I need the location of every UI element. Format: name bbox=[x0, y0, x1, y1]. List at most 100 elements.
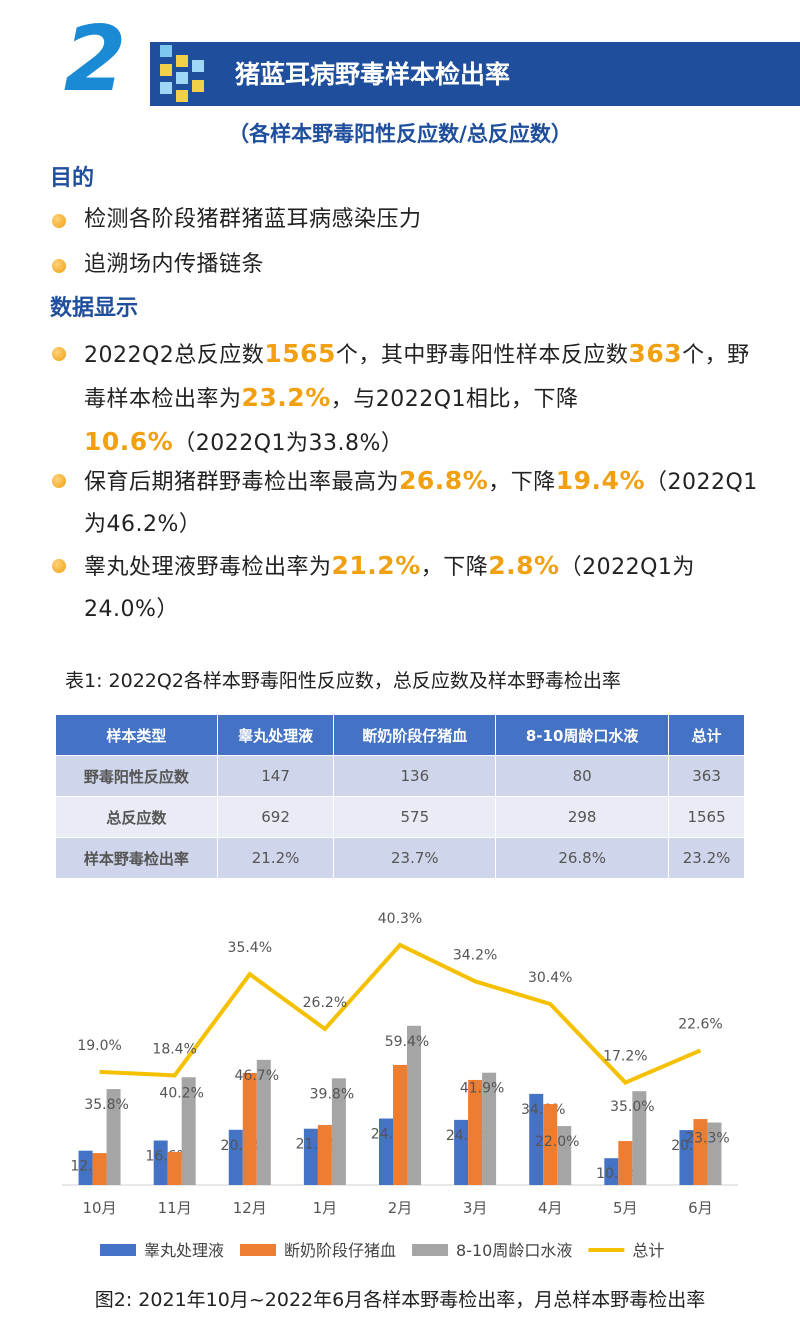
bar bbox=[78, 1150, 93, 1185]
highlight: 21.2% bbox=[331, 551, 421, 580]
text: 2022Q2总反应数 bbox=[84, 343, 265, 368]
result-text: 保育后期猪群野毒检出率最高为26.8%，下降19.4%（2022Q1为46.2%… bbox=[84, 460, 764, 546]
highlight: 19.4% bbox=[555, 466, 645, 495]
bullet-text: 检测各阶段猪群猪蓝耳病感染压力 bbox=[84, 207, 422, 232]
data-label: 30.4% bbox=[528, 970, 572, 986]
bullet bbox=[52, 559, 66, 573]
row: 总反应数 692 575 298 1565 bbox=[55, 796, 745, 838]
header-cell: 8-10周龄口水液 bbox=[495, 714, 670, 756]
cell: 147 bbox=[216, 755, 335, 797]
text: （2022Q1为46.2%） bbox=[84, 470, 758, 537]
highlight: 26.8% bbox=[399, 466, 489, 495]
bar bbox=[693, 1119, 708, 1185]
data-label: 41.9% bbox=[460, 1081, 504, 1097]
data-label: 22.6% bbox=[678, 1016, 722, 1032]
logo-number: 2 bbox=[64, 7, 127, 112]
bullet-text: 追溯场内传播链条 bbox=[84, 252, 265, 277]
table-caption: 表1: 2022Q2各样本野毒阳性反应数，总反应数及样本野毒检出率 bbox=[65, 670, 621, 692]
title: 猪蓝耳病野毒样本检出率 bbox=[235, 60, 510, 89]
data-label: 18.4% bbox=[152, 1041, 196, 1057]
data-label: 22.0% bbox=[535, 1134, 579, 1150]
bar bbox=[482, 1072, 497, 1185]
data-label: 40.3% bbox=[378, 911, 422, 927]
cell: 21.2% bbox=[216, 837, 335, 879]
bar bbox=[242, 1072, 257, 1185]
x-tick-label: 5月 bbox=[613, 1199, 638, 1217]
cell: 野毒阳性反应数 bbox=[55, 755, 218, 797]
bullet bbox=[52, 259, 66, 273]
data-label: 39.8% bbox=[310, 1086, 354, 1102]
data-label: 34.2% bbox=[453, 947, 497, 963]
cell: 总反应数 bbox=[55, 796, 218, 838]
cell: 80 bbox=[495, 755, 670, 797]
x-tick-label: 12月 bbox=[233, 1199, 267, 1217]
legend-swatch bbox=[100, 1244, 136, 1256]
highlight: 10.6% bbox=[84, 427, 174, 456]
bar bbox=[228, 1129, 243, 1185]
bar bbox=[153, 1140, 168, 1185]
result-text: 2022Q2总反应数1565个，其中野毒阳性样本反应数363个，野毒样本检出率为… bbox=[84, 333, 764, 465]
x-tick-label: 11月 bbox=[158, 1199, 192, 1217]
bar bbox=[557, 1126, 572, 1185]
data-label: 35.8% bbox=[84, 1097, 128, 1113]
text: 保育后期猪群野毒检出率最高为 bbox=[84, 470, 400, 495]
bar bbox=[529, 1093, 544, 1185]
cell: 23.2% bbox=[668, 837, 745, 879]
text: ，下降 bbox=[488, 470, 556, 495]
header-cell: 睾丸处理液 bbox=[216, 714, 335, 756]
x-tick-label: 2月 bbox=[388, 1199, 413, 1217]
header-cell: 样本类型 bbox=[55, 714, 218, 756]
section-heading: 数据显示 bbox=[50, 296, 139, 321]
bar bbox=[618, 1141, 633, 1185]
bar bbox=[468, 1079, 483, 1185]
data-label: 35.4% bbox=[228, 940, 272, 956]
data-label: 19.0% bbox=[77, 1038, 121, 1054]
bullet bbox=[52, 214, 66, 228]
cell: 23.7% bbox=[333, 837, 497, 879]
bar bbox=[393, 1064, 407, 1185]
header-cell: 断奶阶段仔猪血 bbox=[333, 714, 497, 756]
line bbox=[99, 942, 702, 1085]
bar bbox=[543, 1104, 558, 1185]
highlight: 2.8% bbox=[488, 551, 560, 580]
cell: 298 bbox=[495, 796, 670, 838]
bar bbox=[632, 1091, 647, 1185]
cell: 363 bbox=[668, 755, 745, 797]
bar bbox=[604, 1158, 619, 1185]
header-graphic: 2 猪蓝耳病野毒样本检出率 bbox=[64, 7, 800, 112]
x-tick-label: 4月 bbox=[538, 1199, 563, 1217]
bar bbox=[256, 1059, 271, 1185]
cell: 692 bbox=[216, 796, 335, 838]
highlight: 363 bbox=[628, 339, 683, 368]
legend-label: 8-10周龄口水液 bbox=[456, 1241, 572, 1260]
legend-label: 睾丸处理液 bbox=[144, 1241, 224, 1260]
data-label: 40.2% bbox=[159, 1085, 203, 1101]
bar bbox=[707, 1122, 722, 1185]
legend-swatch bbox=[412, 1244, 449, 1256]
legend-swatch bbox=[240, 1244, 277, 1256]
bar bbox=[106, 1089, 121, 1185]
bar bbox=[303, 1128, 318, 1185]
header: 2 猪蓝耳病野毒样本检出率 bbox=[0, 0, 800, 130]
pixel-squares bbox=[160, 45, 204, 102]
text: 个，野毒样本检出率为 bbox=[84, 343, 750, 412]
highlight: 23.2% bbox=[241, 383, 331, 412]
cell: 26.8% bbox=[495, 837, 670, 879]
bar bbox=[181, 1077, 196, 1185]
data-label: 35.0% bbox=[610, 1099, 654, 1115]
subtitle: （各样本野毒阳性反应数/总反应数） bbox=[228, 122, 572, 146]
cell: 1565 bbox=[668, 796, 745, 838]
chart-caption: 图2: 2021年10月~2022年6月各样本野毒检出率，月总样本野毒检出率 bbox=[95, 1289, 705, 1311]
text: 睾丸处理液野毒检出率为 bbox=[84, 555, 332, 580]
bar bbox=[679, 1130, 694, 1185]
data-label: 23.3% bbox=[685, 1131, 729, 1147]
bar bbox=[454, 1119, 469, 1185]
cell: 样本野毒检出率 bbox=[55, 837, 218, 879]
x-tick-label: 10月 bbox=[83, 1199, 117, 1217]
data-label: 17.2% bbox=[603, 1049, 647, 1065]
text: ，与2022Q1相比，下降 bbox=[330, 387, 579, 412]
x-tick-label: 6月 bbox=[688, 1199, 713, 1217]
bar bbox=[331, 1078, 346, 1185]
x-tick-label: 1月 bbox=[313, 1199, 338, 1217]
